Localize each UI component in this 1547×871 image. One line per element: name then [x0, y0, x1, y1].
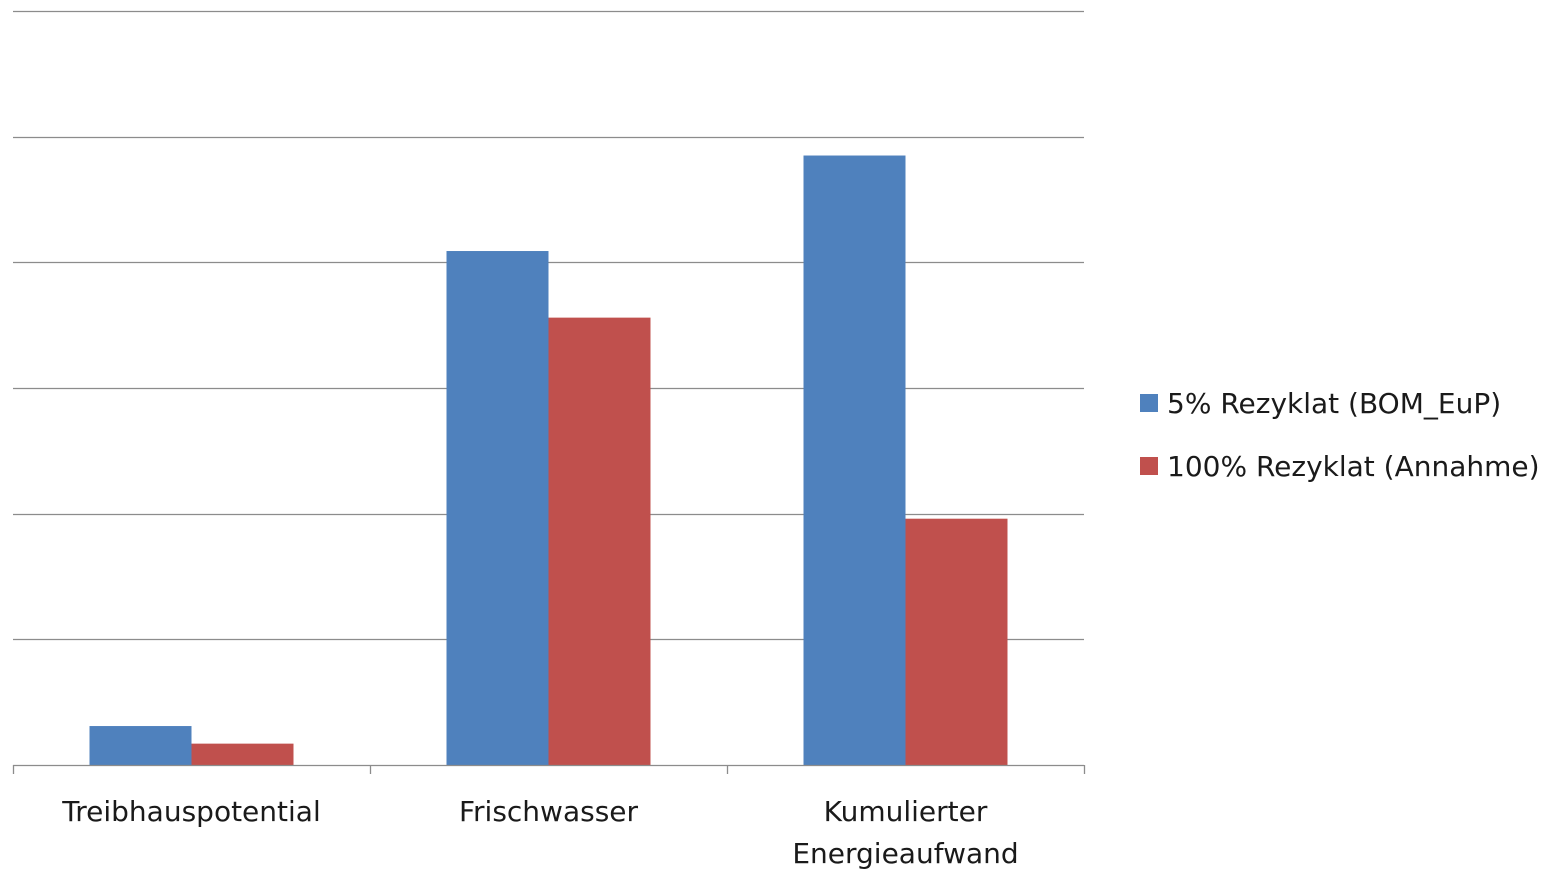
legend-swatch: [1140, 457, 1158, 475]
bar-series-2-category-3: [905, 518, 1008, 765]
x-axis: [12, 764, 1086, 774]
category-label: Treibhauspotential: [61, 795, 320, 828]
category-label: Energieaufwand: [792, 837, 1018, 870]
bar-series-2-category-2: [548, 317, 651, 765]
bar-series-2-category-1: [191, 743, 294, 765]
bar-series-1-category-3: [803, 155, 906, 765]
legend: 5% Rezyklat (BOM_EuP) 100% Rezyklat (Anna…: [1140, 387, 1540, 483]
category-label: Kumulierter: [824, 795, 988, 828]
bar-series-1-category-1: [89, 726, 192, 765]
legend-label: 100% Rezyklat (Annahme): [1167, 450, 1540, 483]
legend-swatch: [1140, 394, 1158, 412]
category-label: Frischwasser: [459, 795, 639, 828]
category-labels: Treibhauspotential Frischwasser Kumulierte…: [61, 795, 1018, 870]
bar-series-1-category-2: [446, 251, 549, 766]
bars: [89, 155, 1008, 766]
legend-label: 5% Rezyklat (BOM_EuP): [1167, 387, 1501, 420]
